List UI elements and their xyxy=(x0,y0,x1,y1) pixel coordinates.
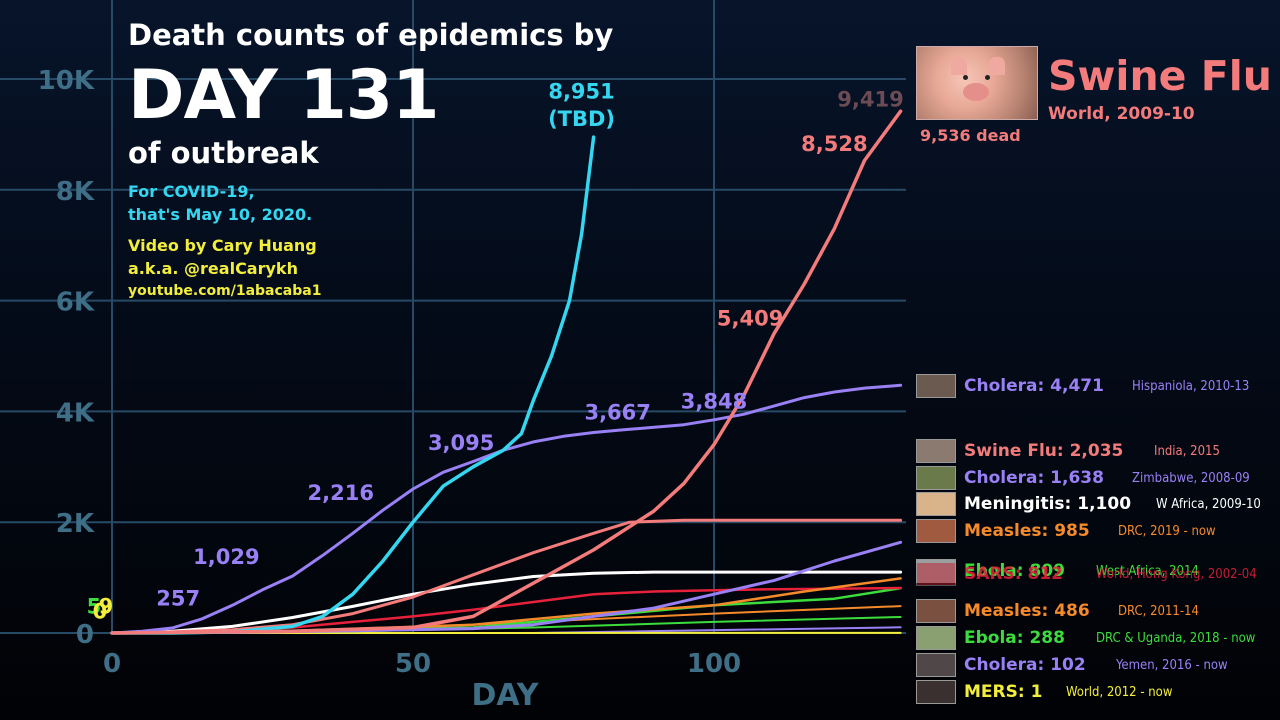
data-label: 2,216 xyxy=(308,481,374,505)
legend-thumbnail xyxy=(916,653,956,677)
y-tick-label: 0 xyxy=(76,620,94,650)
legend-thumbnail xyxy=(916,492,956,516)
legend-thumbnail xyxy=(916,466,956,490)
credit-handle: a.k.a. @realCarykh xyxy=(128,259,298,278)
legend-item: Cholera: 1,638 Zimbabwe, 2008-09 xyxy=(916,466,1280,490)
data-label: 8,951 xyxy=(548,79,614,103)
pig-photo xyxy=(916,46,1038,120)
data-label: 5,409 xyxy=(717,307,783,331)
day-counter: DAY 131 xyxy=(128,56,439,135)
legend-thumbnail xyxy=(916,439,956,463)
legend-label: Meningitis: 1,100 xyxy=(964,494,1132,514)
legend-item: SARS: 812 World, Hong Kong, 2002-04 xyxy=(916,562,1280,586)
series-lines xyxy=(110,109,903,635)
legend-place: Zimbabwe, 2008-09 xyxy=(1132,471,1250,486)
data-label: 257 xyxy=(156,586,200,610)
pig-snout-icon xyxy=(963,83,989,101)
legend-label: Cholera: 4,471 xyxy=(964,376,1104,396)
data-labels: 8,951 (TBD) 9,419 8,528 5,409 3,848 3,667 3,095… xyxy=(87,79,904,623)
y-tick-label: 10K xyxy=(38,66,95,96)
covid-note-line: For COVID-19, xyxy=(128,182,255,201)
credit-channel-link[interactable]: youtube.com/1abacaba1 xyxy=(128,283,322,299)
legend-label: Ebola: 288 xyxy=(964,628,1065,648)
legend-label: Ebola: 809 xyxy=(964,561,1065,581)
series-line xyxy=(110,570,903,635)
leader-dead-count: 9,536 dead xyxy=(920,126,1021,145)
y-tick-label: 2K xyxy=(56,509,95,539)
legend-place: Hispaniola, 2010-13 xyxy=(1132,379,1250,394)
x-axis-label: DAY xyxy=(472,678,540,713)
legend-label: SARS: 812 xyxy=(964,564,1063,584)
data-label: 1,029 xyxy=(193,545,259,569)
legend-item: Measles: 486 DRC, 2011-14 xyxy=(916,599,1280,623)
legend-place: World, 2012 - now xyxy=(1066,685,1173,700)
y-tick-label: 8K xyxy=(56,177,95,207)
series-line xyxy=(110,383,903,635)
credit-author: Video by Cary Huang xyxy=(128,236,317,255)
data-label: 3,667 xyxy=(584,401,650,425)
credit-block: Video by Cary Huang a.k.a. @realCarykh y… xyxy=(128,234,321,303)
x-tick-label: 0 xyxy=(103,649,121,679)
x-tick-label: 100 xyxy=(687,649,741,679)
leader-place: World, 2009-10 xyxy=(1048,104,1195,124)
legend-label: MERS: 1 xyxy=(964,682,1043,702)
legend-item: Ebola: 288 DRC & Uganda, 2018 - now xyxy=(916,626,1280,650)
pig-eye-icon xyxy=(985,75,990,80)
legend-label: Swine Flu: 2,035 xyxy=(964,441,1124,461)
legend-place: DRC, 2019 - now xyxy=(1118,524,1216,539)
covid-note: For COVID-19, that's May 10, 2020. xyxy=(128,180,312,226)
data-label: 0 xyxy=(93,600,108,624)
title-suffix: of outbreak xyxy=(128,136,319,170)
legend-thumbnail xyxy=(916,374,956,398)
legend-thumbnail xyxy=(916,562,956,586)
legend-label: Cholera: 1,638 xyxy=(964,468,1104,488)
pig-ear-icon xyxy=(989,57,1005,75)
legend-thumbnail xyxy=(916,519,956,543)
data-label: 9,419 xyxy=(837,88,903,112)
data-label: 3,848 xyxy=(681,390,747,414)
legend-place: DRC, 2011-14 xyxy=(1118,604,1199,619)
data-label: 3,095 xyxy=(428,431,494,455)
legend-place: DRC & Uganda, 2018 - now xyxy=(1096,631,1256,646)
legend-place: West Africa, 2014 xyxy=(1096,564,1199,579)
leader-name: Swine Flu xyxy=(1048,52,1272,100)
legend-label: Cholera: 102 xyxy=(964,655,1086,675)
legend-item: Swine Flu: 2,035 India, 2015 xyxy=(916,439,1280,463)
covid-note-line: that's May 10, 2020. xyxy=(128,205,313,224)
legend-place: World, Hong Kong, 2002-04 xyxy=(1096,567,1257,582)
legend-place: India, 2015 xyxy=(1154,444,1220,459)
legend-thumbnail xyxy=(916,680,956,704)
x-tick-label: 50 xyxy=(395,649,431,679)
y-tick-label: 4K xyxy=(56,398,95,428)
pig-eye-icon xyxy=(963,75,968,80)
legend-thumbnail xyxy=(916,626,956,650)
data-label: (TBD) xyxy=(548,107,615,131)
data-label: 5 xyxy=(87,595,102,619)
legend-item: MERS: 1 World, 2012 - now xyxy=(916,680,1280,704)
legend-thumbnail xyxy=(916,599,956,623)
pig-ear-icon xyxy=(951,57,967,75)
y-tick-label: 6K xyxy=(56,288,95,318)
legend-item: Measles: 985 DRC, 2019 - now xyxy=(916,519,1280,543)
legend-item: Cholera: 4,471 Hispaniola, 2010-13 xyxy=(916,374,1280,398)
legend-item: Cholera: 102 Yemen, 2016 - now xyxy=(916,653,1280,677)
title-prefix: Death counts of epidemics by xyxy=(128,18,614,52)
data-label: 8,528 xyxy=(801,132,867,156)
series-line xyxy=(110,109,903,635)
data-label: 9 xyxy=(99,595,114,619)
legend-place: W Africa, 2009-10 xyxy=(1156,497,1261,512)
legend-label: Measles: 486 xyxy=(964,601,1090,621)
legend-label: Measles: 985 xyxy=(964,521,1090,541)
series-line xyxy=(110,135,596,635)
legend-place: Yemen, 2016 - now xyxy=(1116,658,1228,673)
legend-item: Meningitis: 1,100 W Africa, 2009-10 xyxy=(916,492,1280,516)
